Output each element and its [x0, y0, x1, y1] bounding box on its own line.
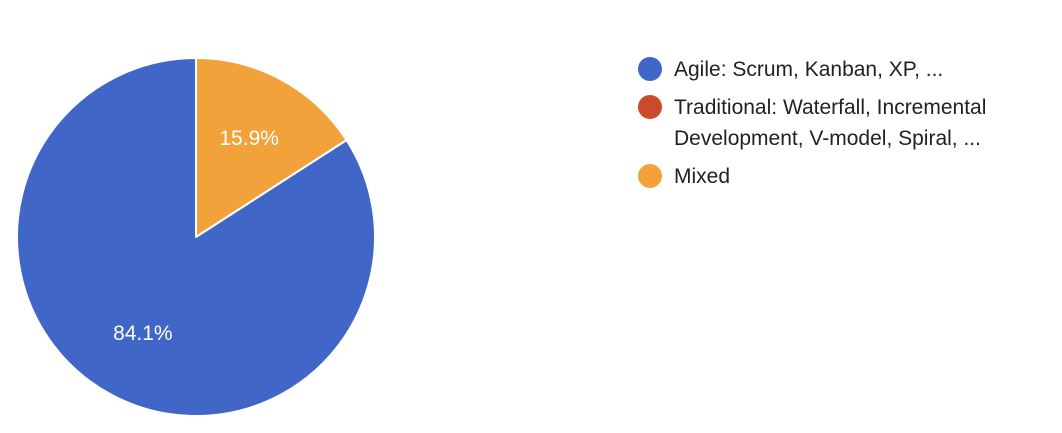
pie-slice-mixed[interactable] [195, 57, 348, 238]
legend-swatch-traditional [638, 95, 662, 119]
pie-slice-label-mixed: 15.9% [219, 127, 279, 150]
pie-slices [16, 57, 376, 417]
legend-item-traditional[interactable]: Traditional: Waterfall, Incremental Deve… [638, 92, 1048, 154]
legend-label-traditional: Traditional: Waterfall, Incremental Deve… [674, 96, 987, 150]
legend: Agile: Scrum, Kanban, XP, ... Traditiona… [638, 54, 1048, 199]
pie-slice-agile[interactable] [16, 57, 376, 417]
pie-slice-label-agile: 84.1% [113, 322, 173, 345]
legend-swatch-mixed [638, 164, 662, 188]
legend-label-mixed: Mixed [674, 165, 731, 188]
legend-item-agile[interactable]: Agile: Scrum, Kanban, XP, ... [638, 54, 1048, 85]
legend-item-mixed[interactable]: Mixed [638, 161, 1048, 192]
pie-slice-labels: 15.9% 84.1% [113, 127, 279, 345]
legend-swatch-agile [638, 57, 662, 81]
legend-label-agile: Agile: Scrum, Kanban, XP, ... [674, 58, 944, 81]
